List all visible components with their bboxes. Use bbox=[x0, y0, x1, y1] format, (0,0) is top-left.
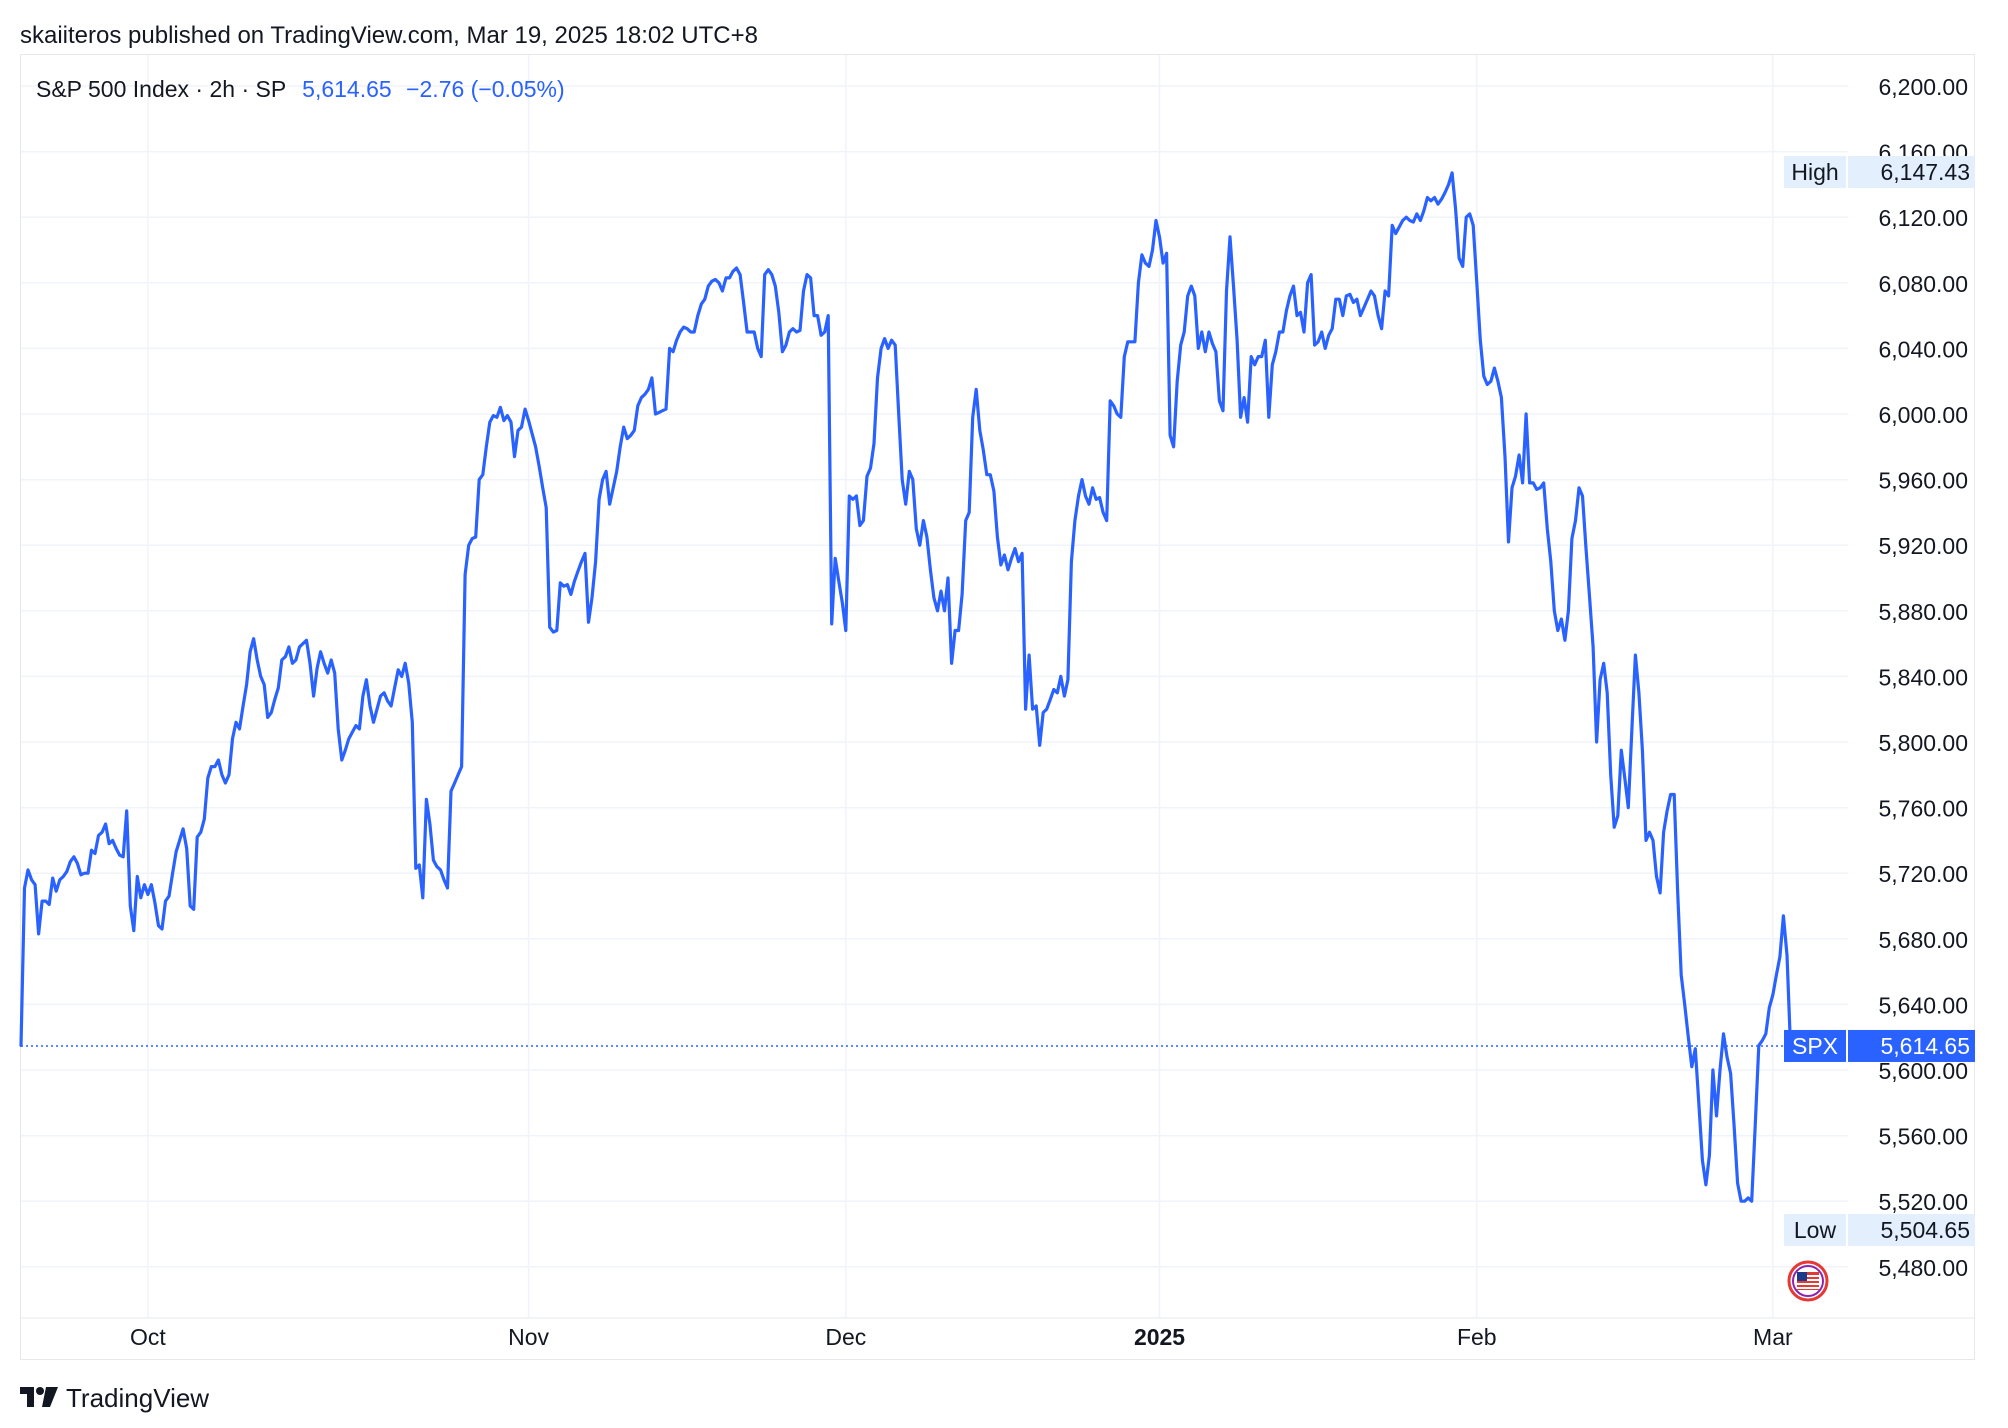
low-tag-value-box bbox=[1848, 1214, 1975, 1246]
x-tick-label: Nov bbox=[508, 1324, 549, 1350]
y-tick-label: 5,760.00 bbox=[1878, 796, 1968, 822]
high-tag: High 6,147.43 bbox=[1784, 156, 1975, 188]
legend-last-price: 5,614.65 bbox=[302, 76, 392, 102]
last-price-tag-label-box bbox=[1784, 1029, 1846, 1062]
y-tick-label: 5,640.00 bbox=[1878, 992, 1968, 1018]
y-tick-label: 5,960.00 bbox=[1878, 468, 1968, 494]
high-tag-label-box bbox=[1784, 156, 1846, 188]
low-tag-label: Low bbox=[1794, 1217, 1837, 1243]
x-tick-label: Feb bbox=[1457, 1324, 1497, 1350]
y-tick-label: 5,480.00 bbox=[1878, 1255, 1968, 1281]
y-tick-label: 6,000.00 bbox=[1878, 402, 1968, 428]
x-tick-label: Dec bbox=[825, 1324, 866, 1350]
y-tick-label: 5,680.00 bbox=[1878, 927, 1968, 953]
legend-symbol: S&P 500 Index · 2h · SP bbox=[36, 76, 286, 102]
footer-brand[interactable]: TradingView bbox=[20, 1383, 209, 1414]
chart-legend: S&P 500 Index · 2h · SP 5,614.65 −2.76 (… bbox=[36, 76, 565, 103]
footer-brand-label: TradingView bbox=[66, 1383, 210, 1413]
legend-change: −2.76 (−0.05%) bbox=[406, 76, 565, 102]
published-caption: skaiiteros published on TradingView.com,… bbox=[20, 22, 758, 49]
y-tick-label: 5,600.00 bbox=[1878, 1058, 1968, 1084]
low-tag: Low 5,504.65 bbox=[1784, 1214, 1975, 1246]
high-tag-label: High bbox=[1791, 159, 1838, 185]
y-tick-label: 5,800.00 bbox=[1878, 730, 1968, 756]
y-tick-label: 6,120.00 bbox=[1878, 205, 1968, 231]
tradingview-logo-icon bbox=[20, 1383, 58, 1414]
low-tag-label-box bbox=[1784, 1214, 1846, 1246]
x-tick-label: Oct bbox=[130, 1324, 166, 1350]
y-tick-label: 5,880.00 bbox=[1878, 599, 1968, 625]
last-price-tag-value-box bbox=[1848, 1029, 1975, 1062]
series-line-spx bbox=[19, 171, 1796, 1203]
y-tick-label: 6,080.00 bbox=[1878, 271, 1968, 297]
x-tick-label: 2025 bbox=[1134, 1324, 1185, 1350]
high-tag-value-box bbox=[1848, 156, 1975, 188]
chart-frame bbox=[20, 54, 1975, 1360]
y-tick-label: 5,560.00 bbox=[1878, 1124, 1968, 1150]
last-price-tag-value: 5,614.65 bbox=[1880, 1033, 1970, 1059]
last-price-tag-label: SPX bbox=[1792, 1033, 1838, 1059]
us-flag-icon bbox=[1778, 1260, 1838, 1302]
last-price-tag: SPX 5,614.65 bbox=[1784, 1029, 1975, 1062]
y-tick-label: 5,840.00 bbox=[1878, 664, 1968, 690]
high-tag-value: 6,147.43 bbox=[1880, 159, 1970, 185]
y-tick-label: 5,520.00 bbox=[1878, 1189, 1968, 1215]
y-tick-label: 5,720.00 bbox=[1878, 861, 1968, 887]
y-tick-label: 6,040.00 bbox=[1878, 336, 1968, 362]
grid-lines bbox=[21, 55, 1848, 1318]
y-tick-label: 5,920.00 bbox=[1878, 533, 1968, 559]
x-tick-label: Mar bbox=[1753, 1324, 1793, 1350]
y-tick-label: 6,200.00 bbox=[1878, 74, 1968, 100]
low-tag-value: 5,504.65 bbox=[1880, 1217, 1970, 1243]
